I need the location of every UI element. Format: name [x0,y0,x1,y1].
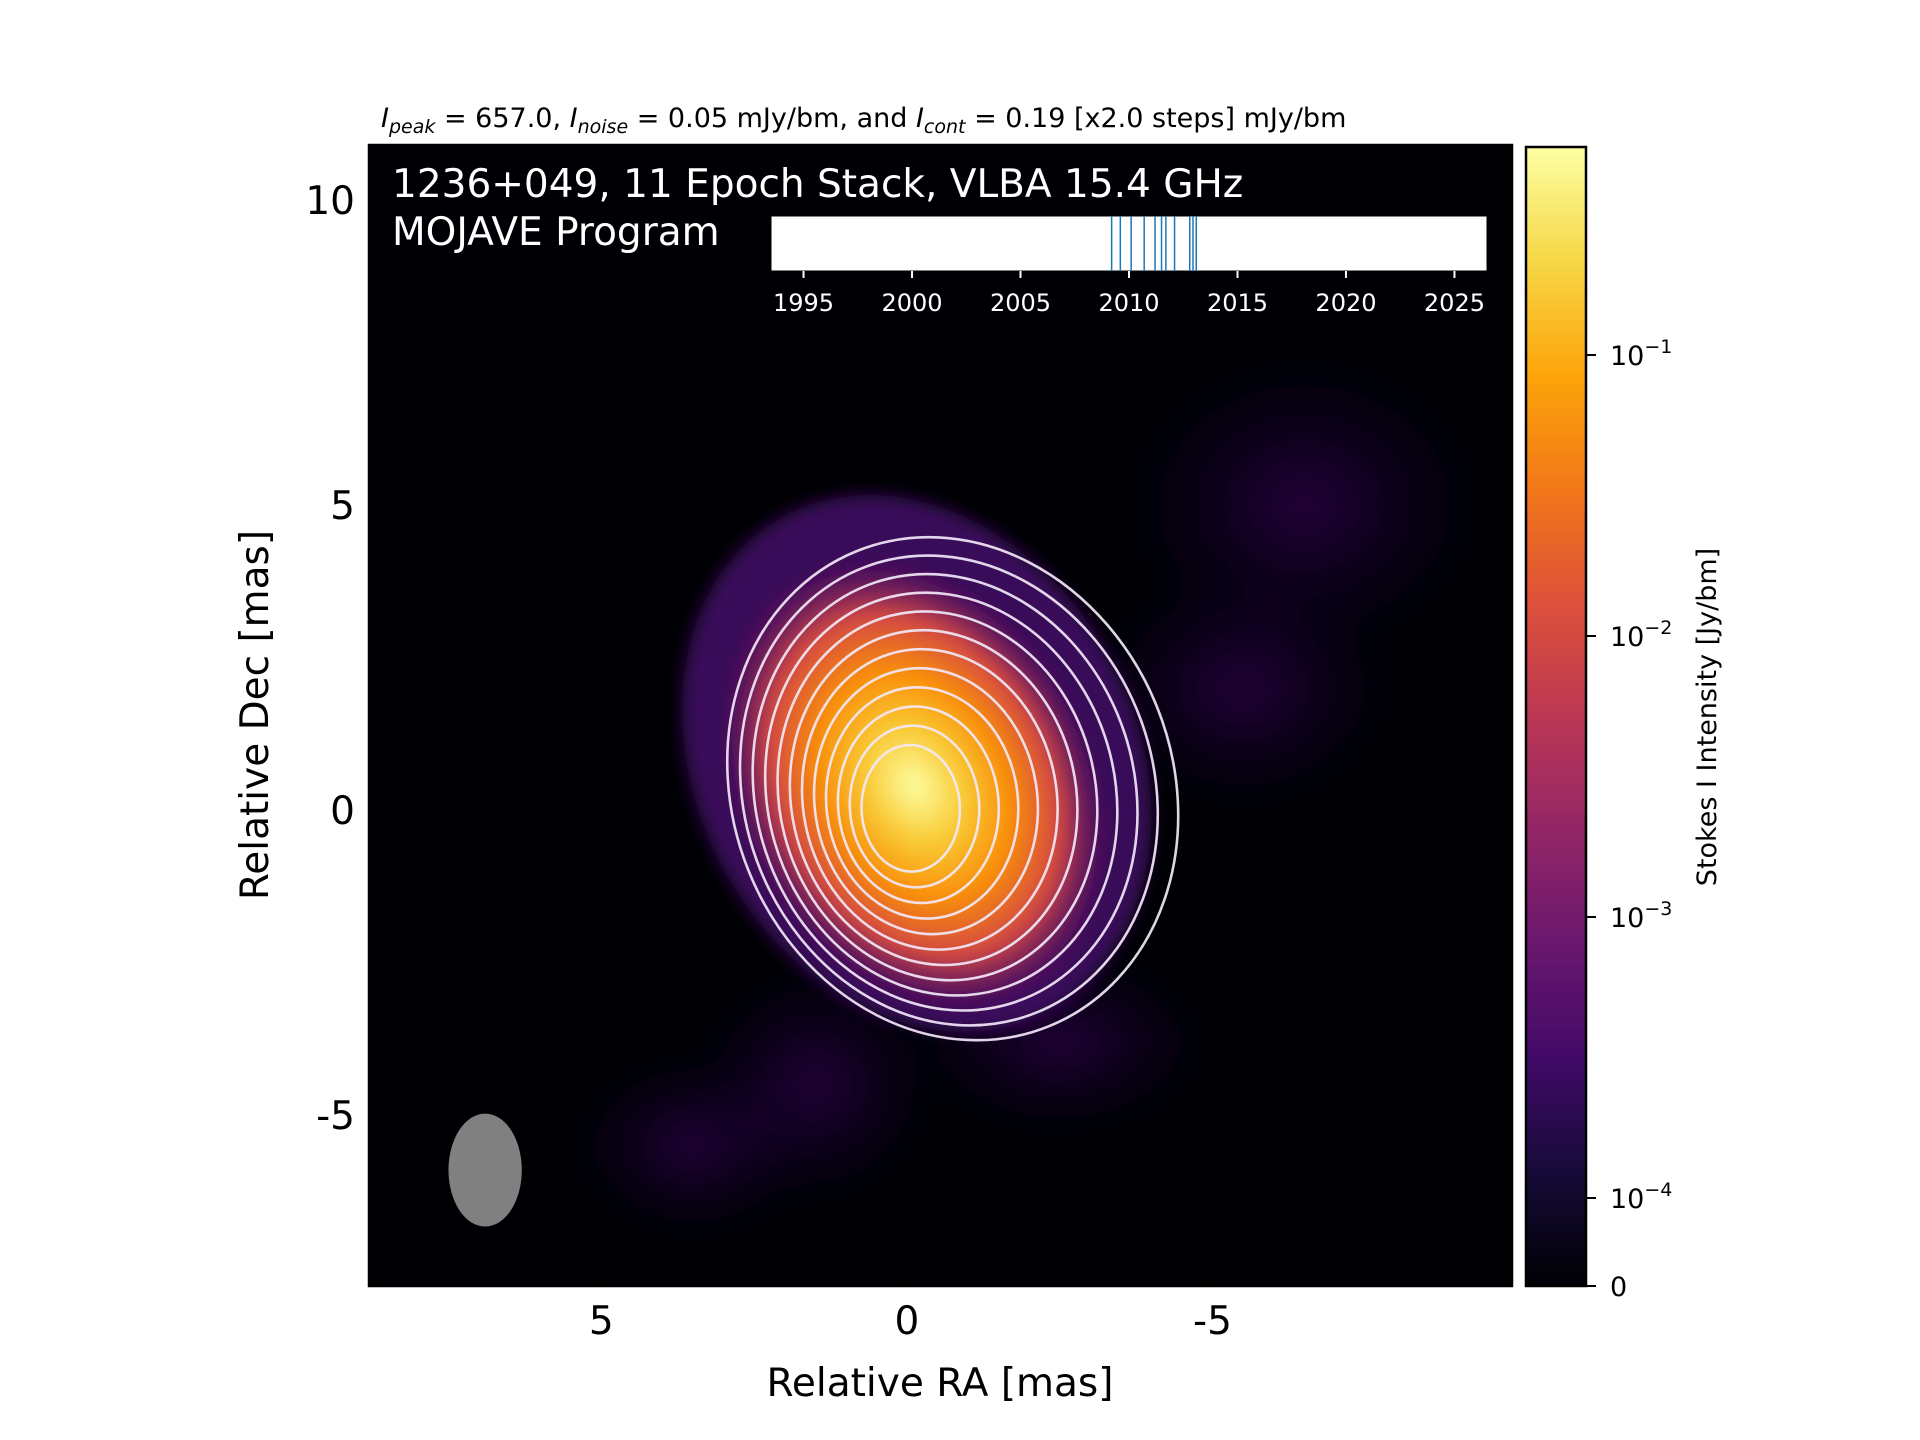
timeline-tick-label: 2005 [990,289,1051,317]
x-tick-label: 0 [894,1299,919,1344]
contour-level [763,591,1119,997]
map-subtitle: MOJAVE Program [392,210,720,255]
contour-level [725,535,1180,1042]
contour-level [776,610,1099,982]
x-axis-label: Relative RA [mas] [767,1361,1114,1406]
y-tick-label: -5 [316,1094,355,1139]
colorbar-tick-label: 10−3 [1610,898,1672,934]
colorbar-frame [1524,145,1588,1288]
contour-level [751,572,1139,1012]
x-tick-label: 5 [589,1299,614,1344]
contour-level [824,686,1020,920]
plot-frame [367,143,1514,1288]
contour-level [860,743,962,873]
colorbar-gradient [1526,147,1586,1286]
timeline-tick-label: 2020 [1315,289,1376,317]
y-axis-label: Relative Dec [mas] [233,530,278,900]
y-tick-label: 5 [330,484,355,529]
colorbar-tick-label: 0 [1610,1272,1627,1303]
contour-level [738,554,1160,1027]
y-tick-label: 10 [305,179,355,224]
contour-level [848,724,981,889]
contour-set [725,535,1180,1042]
colorbar-label: Stokes I Intensity [Jy/bm] [1692,548,1723,886]
colorbar-tick-label: 10−1 [1610,336,1672,372]
y-tick-label: 0 [330,789,355,834]
y-axis: 10 5 0 -5 [305,179,379,1139]
timeline-box [770,215,1488,272]
contour-level [788,628,1079,967]
map-title: 1236+049, 11 Epoch Stack, VLBA 15.4 GHz [392,162,1243,207]
colorbar-tick-label: 10−2 [1610,617,1672,653]
intensity-map [369,145,1512,1286]
timeline-tick-label: 1995 [773,289,834,317]
x-axis: 5 0 -5 [589,1276,1232,1344]
timeline-tick-label: 2000 [881,289,942,317]
timeline-tick-label: 2015 [1207,289,1268,317]
timeline-tick-label: 2010 [1098,289,1159,317]
contour-level [812,666,1040,936]
x-tick-label: -5 [1193,1299,1232,1344]
colorbar-tick-label: 10−4 [1610,1179,1672,1215]
header-info: Ipeak = 657.0, Inoise = 0.05 mJy/bm, and… [381,103,1346,138]
beam-ellipse [448,1113,522,1227]
contour-level [836,705,1001,905]
epoch-timeline: 1995 2000 2005 2010 2015 2020 2025 [770,215,1488,317]
contour-level [800,647,1059,951]
timeline-tick-label: 2025 [1424,289,1485,317]
colorbar: 10−1 10−2 10−3 10−4 0 Stokes I Intensity [Jy… [1524,145,1723,1303]
